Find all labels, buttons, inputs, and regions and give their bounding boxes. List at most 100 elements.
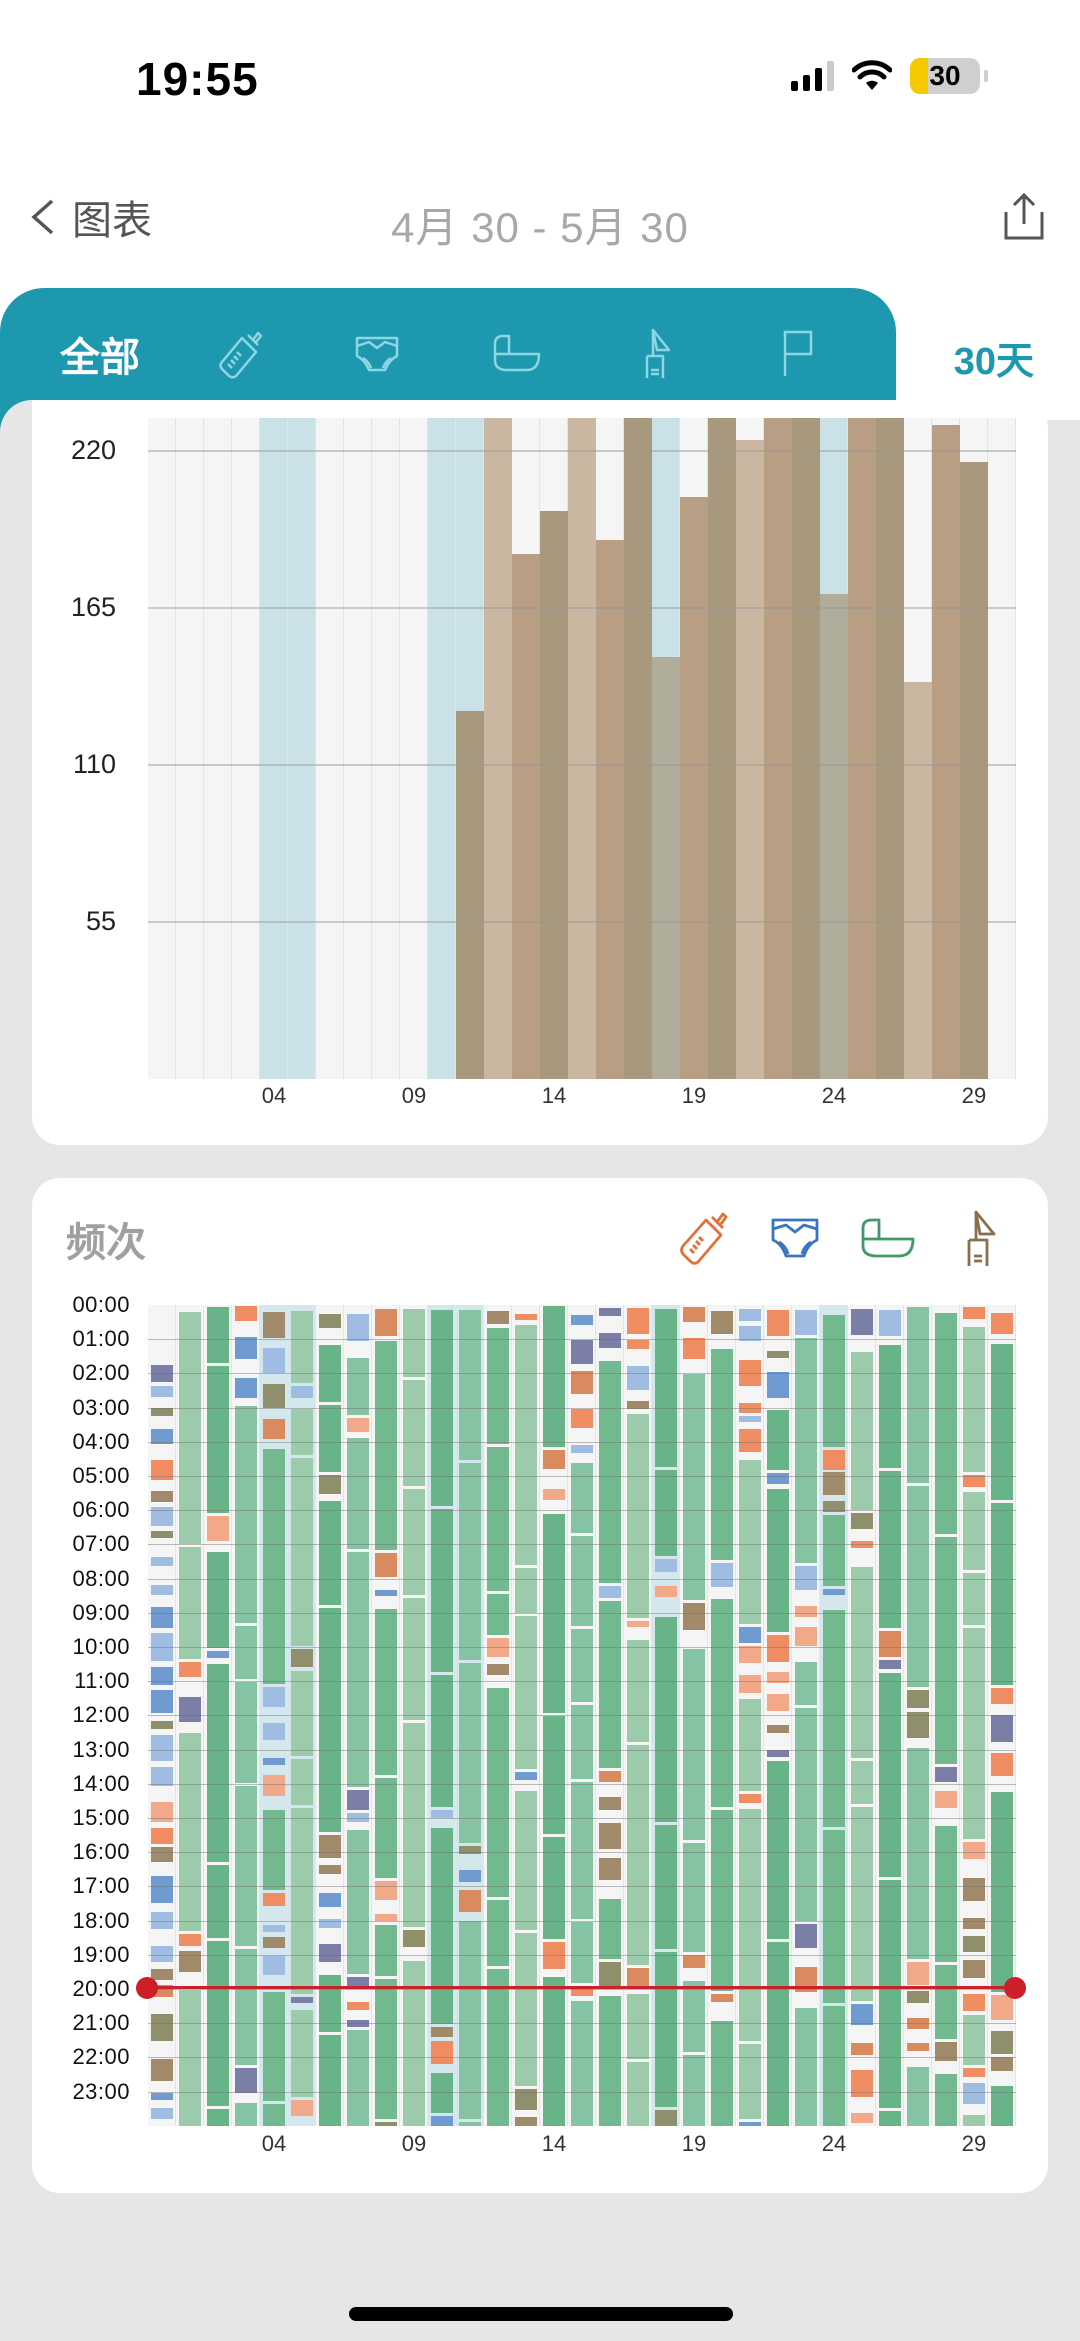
- sleep-segment[interactable]: [487, 1688, 509, 1897]
- event-segment[interactable]: [151, 1801, 173, 1823]
- event-segment[interactable]: [151, 2014, 173, 2042]
- bar[interactable]: [540, 510, 568, 1079]
- sleep-segment[interactable]: [655, 1308, 677, 1468]
- bar[interactable]: [568, 418, 596, 1079]
- event-segment[interactable]: [179, 1661, 201, 1678]
- sleep-segment[interactable]: [375, 1924, 397, 1977]
- sleep-segment[interactable]: [655, 1824, 677, 1949]
- event-segment[interactable]: [963, 2083, 985, 2104]
- sleep-segment[interactable]: [683, 2054, 705, 2126]
- event-segment[interactable]: [487, 1663, 509, 1675]
- bar-chart-plot[interactable]: [148, 418, 1016, 1079]
- event-segment[interactable]: [879, 1659, 901, 1670]
- sleep-segment[interactable]: [571, 2001, 593, 2126]
- sleep-segment[interactable]: [599, 1995, 621, 2126]
- bar[interactable]: [708, 418, 736, 1079]
- event-segment[interactable]: [431, 2026, 453, 2038]
- date-range-title[interactable]: 4月 30 - 5月 30: [391, 204, 689, 251]
- event-segment[interactable]: [599, 1961, 621, 1989]
- sleep-segment[interactable]: [403, 1489, 425, 1595]
- sleep-segment[interactable]: [991, 1502, 1013, 1685]
- sleep-segment[interactable]: [935, 1312, 957, 1535]
- event-segment[interactable]: [907, 2042, 929, 2052]
- event-segment[interactable]: [151, 1766, 173, 1787]
- event-segment[interactable]: [655, 1586, 677, 1598]
- sleep-segment[interactable]: [515, 1932, 537, 2086]
- event-segment[interactable]: [571, 1444, 593, 1454]
- event-segment[interactable]: [571, 1409, 593, 1429]
- sleep-segment[interactable]: [291, 1758, 313, 1805]
- event-segment[interactable]: [347, 1314, 369, 1341]
- event-segment[interactable]: [739, 1674, 761, 1693]
- event-segment[interactable]: [599, 1586, 621, 1598]
- bar[interactable]: [904, 682, 932, 1079]
- sleep-segment[interactable]: [571, 1705, 593, 1779]
- sleep-segment[interactable]: [963, 1572, 985, 1625]
- sleep-segment[interactable]: [543, 1836, 565, 1940]
- sleep-segment[interactable]: [963, 1491, 985, 1570]
- bar[interactable]: [456, 710, 484, 1079]
- event-segment[interactable]: [263, 1955, 285, 1975]
- sleep-segment[interactable]: [795, 1661, 817, 1706]
- event-segment[interactable]: [739, 1359, 761, 1387]
- bar[interactable]: [484, 418, 512, 1079]
- event-segment[interactable]: [991, 1714, 1013, 1742]
- sleep-segment[interactable]: [851, 1351, 873, 1511]
- bar-chart-day-column[interactable]: [232, 418, 260, 1079]
- event-segment[interactable]: [851, 1308, 873, 1335]
- event-segment[interactable]: [907, 2017, 929, 2029]
- sleep-segment[interactable]: [459, 2122, 481, 2126]
- event-segment[interactable]: [739, 2121, 761, 2126]
- event-segment[interactable]: [179, 1697, 201, 1723]
- sleep-segment[interactable]: [319, 1500, 341, 1605]
- sleep-segment[interactable]: [431, 1827, 453, 2024]
- event-segment[interactable]: [151, 1846, 173, 1862]
- event-segment[interactable]: [151, 1491, 173, 1503]
- sleep-segment[interactable]: [935, 1537, 957, 1765]
- event-segment[interactable]: [151, 1385, 173, 1398]
- sleep-segment[interactable]: [235, 1406, 257, 1623]
- event-segment[interactable]: [235, 1336, 257, 1360]
- event-segment[interactable]: [515, 1313, 537, 1320]
- event-segment[interactable]: [151, 1666, 173, 1685]
- bar-chart-day-column[interactable]: [400, 418, 428, 1079]
- current-time-handle-right[interactable]: [1004, 1977, 1026, 1999]
- sleep-segment[interactable]: [907, 2067, 929, 2126]
- event-segment[interactable]: [151, 1735, 173, 1761]
- event-segment[interactable]: [991, 1752, 1013, 1776]
- sleep-segment[interactable]: [627, 1639, 649, 1742]
- event-segment[interactable]: [403, 1929, 425, 1947]
- sleep-segment[interactable]: [767, 1409, 789, 1471]
- event-segment[interactable]: [459, 1870, 481, 1882]
- sleep-segment[interactable]: [711, 1809, 733, 1991]
- sleep-segment[interactable]: [879, 1344, 901, 1469]
- sleep-segment[interactable]: [907, 1307, 929, 1483]
- event-segment[interactable]: [739, 1793, 761, 1803]
- event-segment[interactable]: [963, 1842, 985, 1860]
- event-segment[interactable]: [627, 1620, 649, 1627]
- sleep-segment[interactable]: [487, 1969, 509, 2126]
- event-segment[interactable]: [879, 1630, 901, 1657]
- event-segment[interactable]: [263, 1347, 285, 1374]
- frequency-day-column[interactable]: [260, 1305, 288, 2126]
- bar-chart-day-column[interactable]: [260, 418, 288, 1079]
- sleep-segment[interactable]: [683, 1649, 705, 1841]
- event-segment[interactable]: [599, 1822, 621, 1849]
- bar[interactable]: [820, 593, 848, 1079]
- bar-chart-day-column[interactable]: [204, 418, 232, 1079]
- event-segment[interactable]: [319, 1944, 341, 1963]
- event-segment[interactable]: [263, 1384, 285, 1408]
- event-segment[interactable]: [151, 1607, 173, 1628]
- event-segment[interactable]: [263, 1775, 285, 1796]
- sleep-segment[interactable]: [375, 1979, 397, 2119]
- legend-bassinet-icon[interactable]: [857, 1208, 919, 1270]
- event-segment[interactable]: [767, 1749, 789, 1757]
- event-segment[interactable]: [823, 1588, 845, 1596]
- sleep-segment[interactable]: [963, 1627, 985, 1840]
- sleep-segment[interactable]: [263, 2103, 285, 2126]
- event-segment[interactable]: [851, 2070, 873, 2098]
- sleep-segment[interactable]: [235, 1949, 257, 2065]
- sleep-segment[interactable]: [515, 1790, 537, 1930]
- event-segment[interactable]: [683, 1337, 705, 1359]
- legend-diaper-icon[interactable]: [764, 1208, 826, 1270]
